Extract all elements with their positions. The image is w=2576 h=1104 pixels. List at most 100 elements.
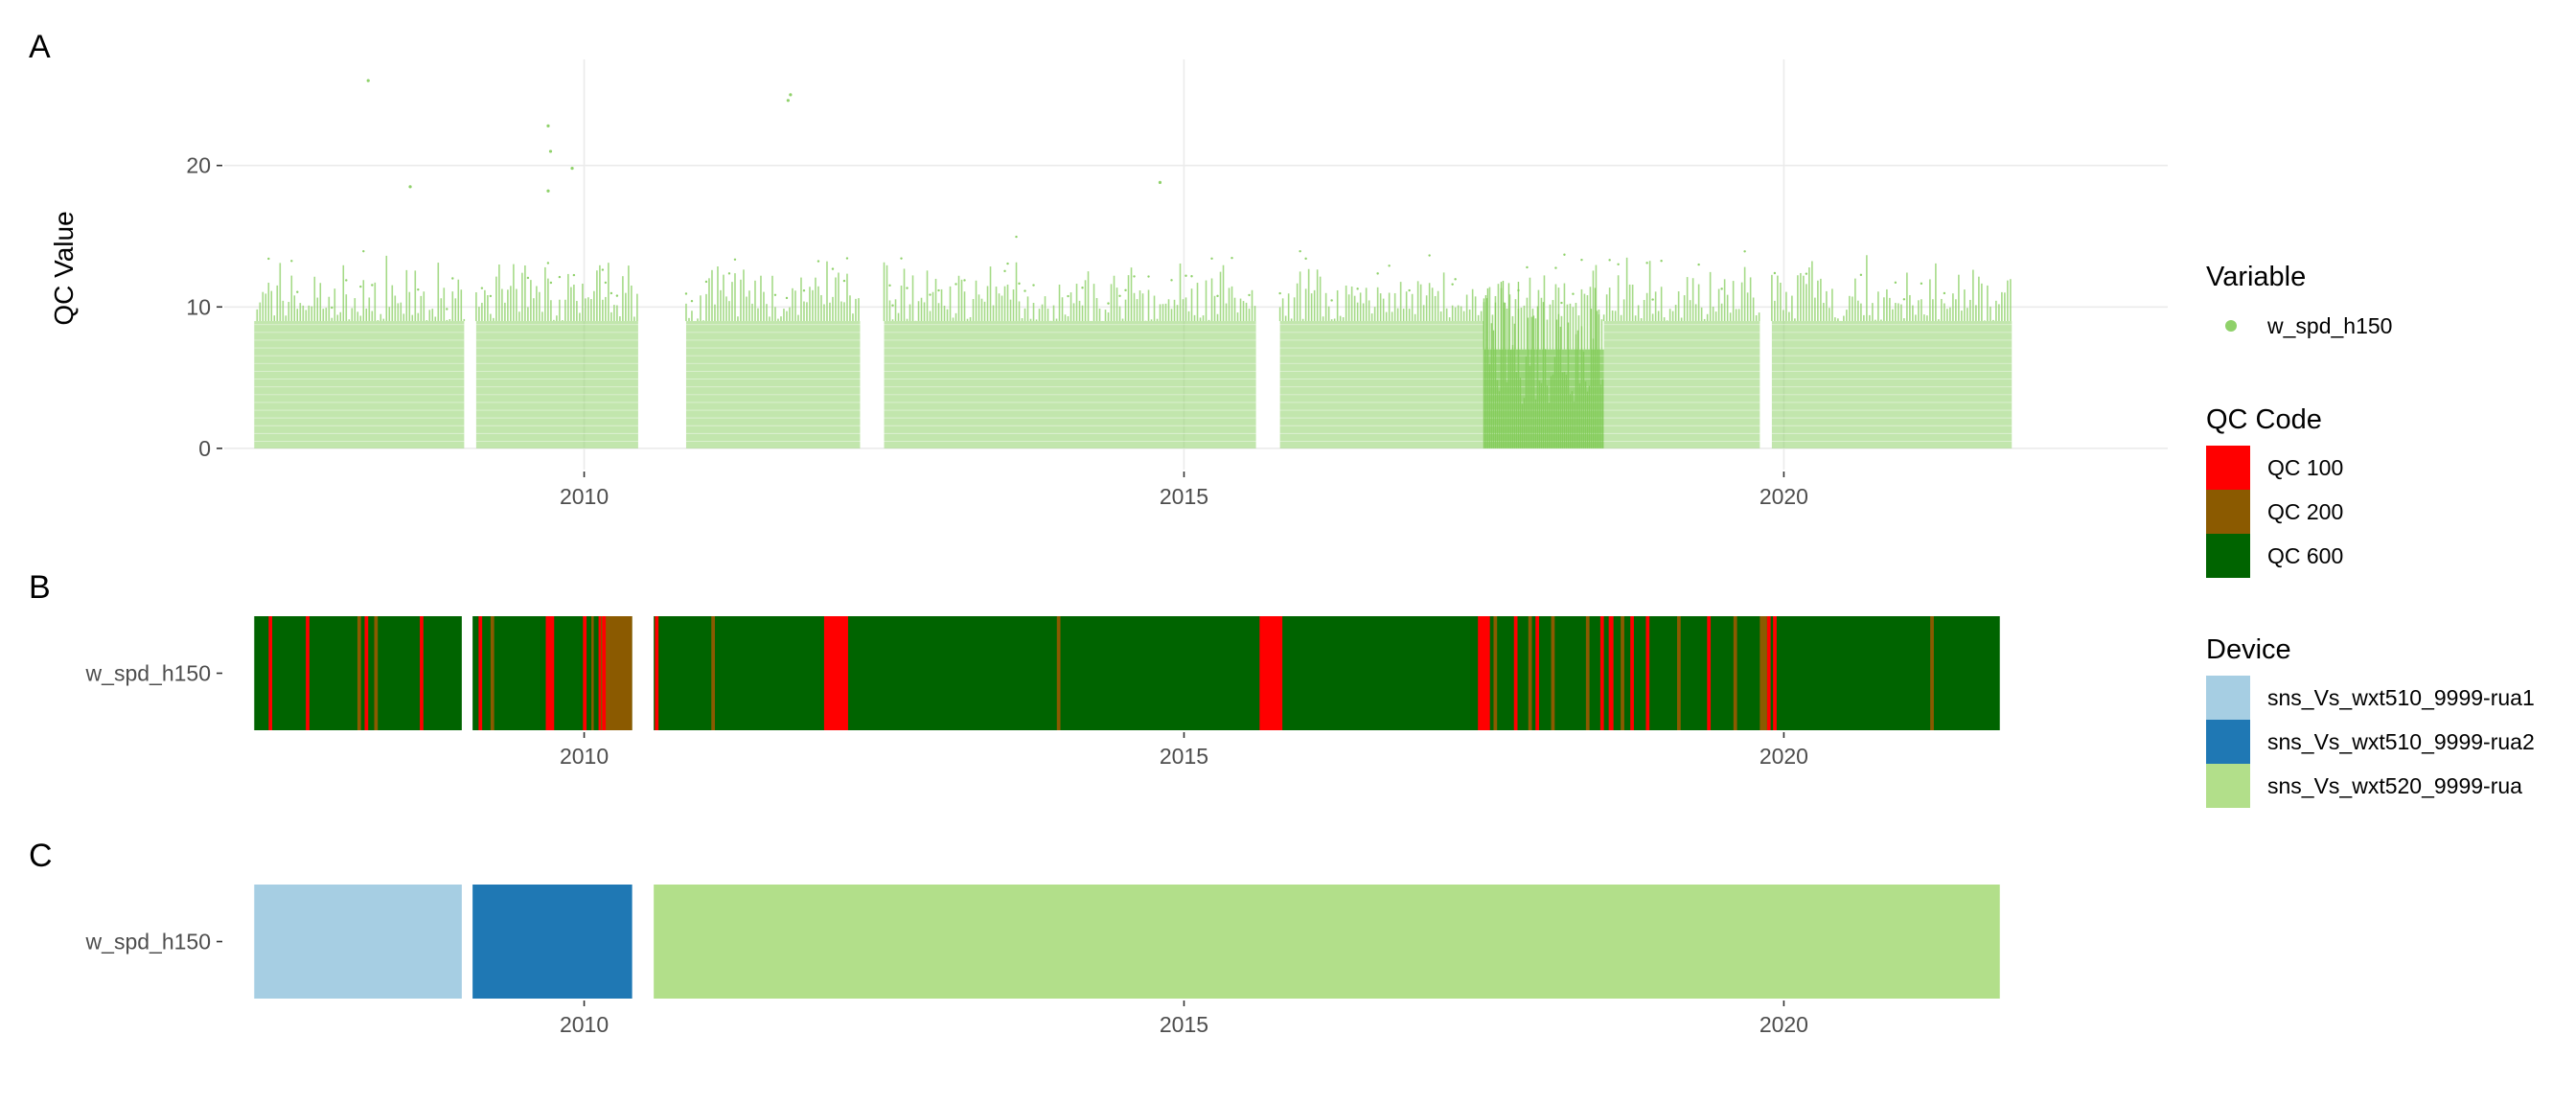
panel-a-point bbox=[1720, 288, 1723, 290]
panel-c-device-tile bbox=[472, 885, 632, 999]
panel-a-point bbox=[900, 257, 903, 260]
panel-a-point bbox=[1388, 264, 1391, 267]
panel-a-x-tick-label: 2015 bbox=[1160, 484, 1208, 509]
panel-a-point bbox=[1651, 298, 1654, 301]
panel-a-point-cloud bbox=[475, 321, 638, 448]
panel-b-tile-flag bbox=[1528, 616, 1532, 730]
panel-a-point bbox=[489, 294, 493, 298]
panel-b-x-tick-label: 2020 bbox=[1760, 744, 1808, 769]
panel-a-point bbox=[1526, 265, 1529, 269]
panel-a-point bbox=[1216, 294, 1219, 298]
panel-a-outlier-point bbox=[366, 79, 370, 82]
panel-a-y-tick-label: 0 bbox=[198, 436, 211, 461]
panel-c-x-tick-label: 2020 bbox=[1760, 1012, 1808, 1037]
legend-qc-swatch-2 bbox=[2206, 534, 2250, 578]
panel-a-outlier-point bbox=[546, 124, 550, 127]
legend-variable-label-0: w_spd_h150 bbox=[2266, 313, 2392, 338]
panel-a-point bbox=[1124, 288, 1127, 292]
legend-variable-swatch-0 bbox=[2225, 320, 2237, 332]
panel-a-point bbox=[1081, 287, 1084, 289]
panel-a-point-cloud bbox=[884, 321, 1256, 448]
legend-device-swatch-1 bbox=[2206, 720, 2250, 764]
panel-a-point bbox=[1133, 275, 1136, 278]
panel-a-point bbox=[451, 277, 454, 280]
panel-b-tile-flag bbox=[711, 616, 716, 730]
panel-b-tile-flag bbox=[1645, 616, 1650, 730]
panel-a-outlier-point bbox=[1158, 180, 1162, 184]
panel-b-axes: w_spd_h150 2010 2015 2020 bbox=[85, 661, 1808, 770]
panel-a-outlier-point bbox=[570, 167, 574, 171]
panel-b-tile-flag bbox=[1707, 616, 1712, 730]
panel-b-tile-flag bbox=[306, 616, 310, 730]
panel-b-tile-flag bbox=[823, 616, 848, 730]
legend-device-label-1: sns_Vs_wxt510_9999-rua2 bbox=[2267, 729, 2535, 754]
legend-qc-swatch-1 bbox=[2206, 490, 2250, 534]
panel-a-point bbox=[831, 267, 835, 270]
panel-a-point bbox=[1773, 271, 1777, 275]
panel-a-point-cloud bbox=[1279, 321, 1484, 448]
panel-a-y-tick-label: 20 bbox=[186, 153, 211, 178]
panel-a-point bbox=[816, 260, 820, 263]
panel-a-point bbox=[1743, 250, 1746, 253]
panel-b-tile-flag bbox=[1608, 616, 1614, 730]
panel-a-point bbox=[1170, 279, 1173, 282]
legend-device-label-0: sns_Vs_wxt510_9999-rua1 bbox=[2267, 685, 2535, 710]
panel-c-tiles bbox=[254, 885, 2000, 999]
panel-b-tile-flag bbox=[1056, 616, 1061, 730]
legend-device-swatch-0 bbox=[2206, 676, 2250, 720]
panel-a-point bbox=[1067, 294, 1070, 298]
panel-a-point bbox=[802, 289, 806, 292]
panel-a-point bbox=[1894, 281, 1898, 285]
panel-c-device-tile bbox=[254, 885, 462, 999]
panel-a-point bbox=[1006, 262, 1009, 265]
panel-a-point bbox=[785, 296, 789, 300]
legend-qc-label-1: QC 200 bbox=[2267, 499, 2343, 524]
panel-a-point bbox=[954, 283, 957, 286]
panel-c-axes: w_spd_h150 2010 2015 2020 bbox=[85, 930, 1808, 1038]
panel-a-point bbox=[546, 262, 550, 264]
legend-qc-label-0: QC 100 bbox=[2267, 455, 2343, 480]
panel-b-tile-flag bbox=[364, 616, 369, 730]
panel-b-tile-flag bbox=[374, 616, 379, 730]
panel-a-point bbox=[604, 281, 608, 285]
panel-a-point bbox=[1376, 272, 1379, 275]
panel-a-point bbox=[773, 293, 777, 296]
panel-a-point bbox=[1697, 263, 1700, 266]
panel-a-point-cloud bbox=[254, 321, 465, 448]
panel-a-point bbox=[1356, 288, 1359, 290]
panel-a-point bbox=[1454, 278, 1457, 281]
panel-b-tile-flag bbox=[1621, 616, 1624, 730]
panel-a-point bbox=[1278, 291, 1281, 295]
panel-a-point bbox=[906, 287, 908, 289]
panel-a-point bbox=[733, 258, 737, 261]
panel-b-tile-flag bbox=[1766, 616, 1771, 730]
panel-a-point-cloud bbox=[685, 321, 861, 448]
panel-a-point bbox=[727, 272, 731, 275]
panel-a-point bbox=[296, 290, 299, 293]
panel-b-tile-flag bbox=[601, 616, 632, 730]
panel-b-tile-flag bbox=[1551, 616, 1555, 730]
panel-b-tile-flag bbox=[1259, 616, 1283, 730]
panel-a-point bbox=[1024, 289, 1026, 292]
panel-a-x-tick-label: 2010 bbox=[560, 484, 609, 509]
panel-a-point bbox=[891, 304, 894, 307]
panel-a-point bbox=[345, 279, 348, 282]
panel-a-outlier-point bbox=[408, 185, 412, 189]
panel-a-point bbox=[480, 287, 484, 289]
panel-a-point bbox=[558, 275, 562, 279]
panel-b-tile-flag bbox=[1478, 616, 1490, 730]
legend-variable: Variable w_spd_h150 bbox=[2206, 262, 2392, 338]
panel-a-point bbox=[1943, 291, 1946, 295]
panel-a-point bbox=[549, 281, 553, 285]
panel-b-x-tick-label: 2010 bbox=[560, 744, 609, 769]
panel-b-x-tick-label: 2015 bbox=[1160, 744, 1208, 769]
panel-b-tile-flag bbox=[1930, 616, 1934, 730]
panel-c-x-tick-label: 2015 bbox=[1160, 1012, 1208, 1037]
panel-a-point bbox=[1617, 263, 1620, 266]
panel-a-point bbox=[371, 284, 374, 287]
panel-a-point-cloud bbox=[1771, 321, 2012, 448]
panel-b-tile-flag bbox=[1535, 616, 1540, 730]
panel-a-point bbox=[1018, 282, 1021, 286]
panel-a-point bbox=[1408, 288, 1411, 292]
